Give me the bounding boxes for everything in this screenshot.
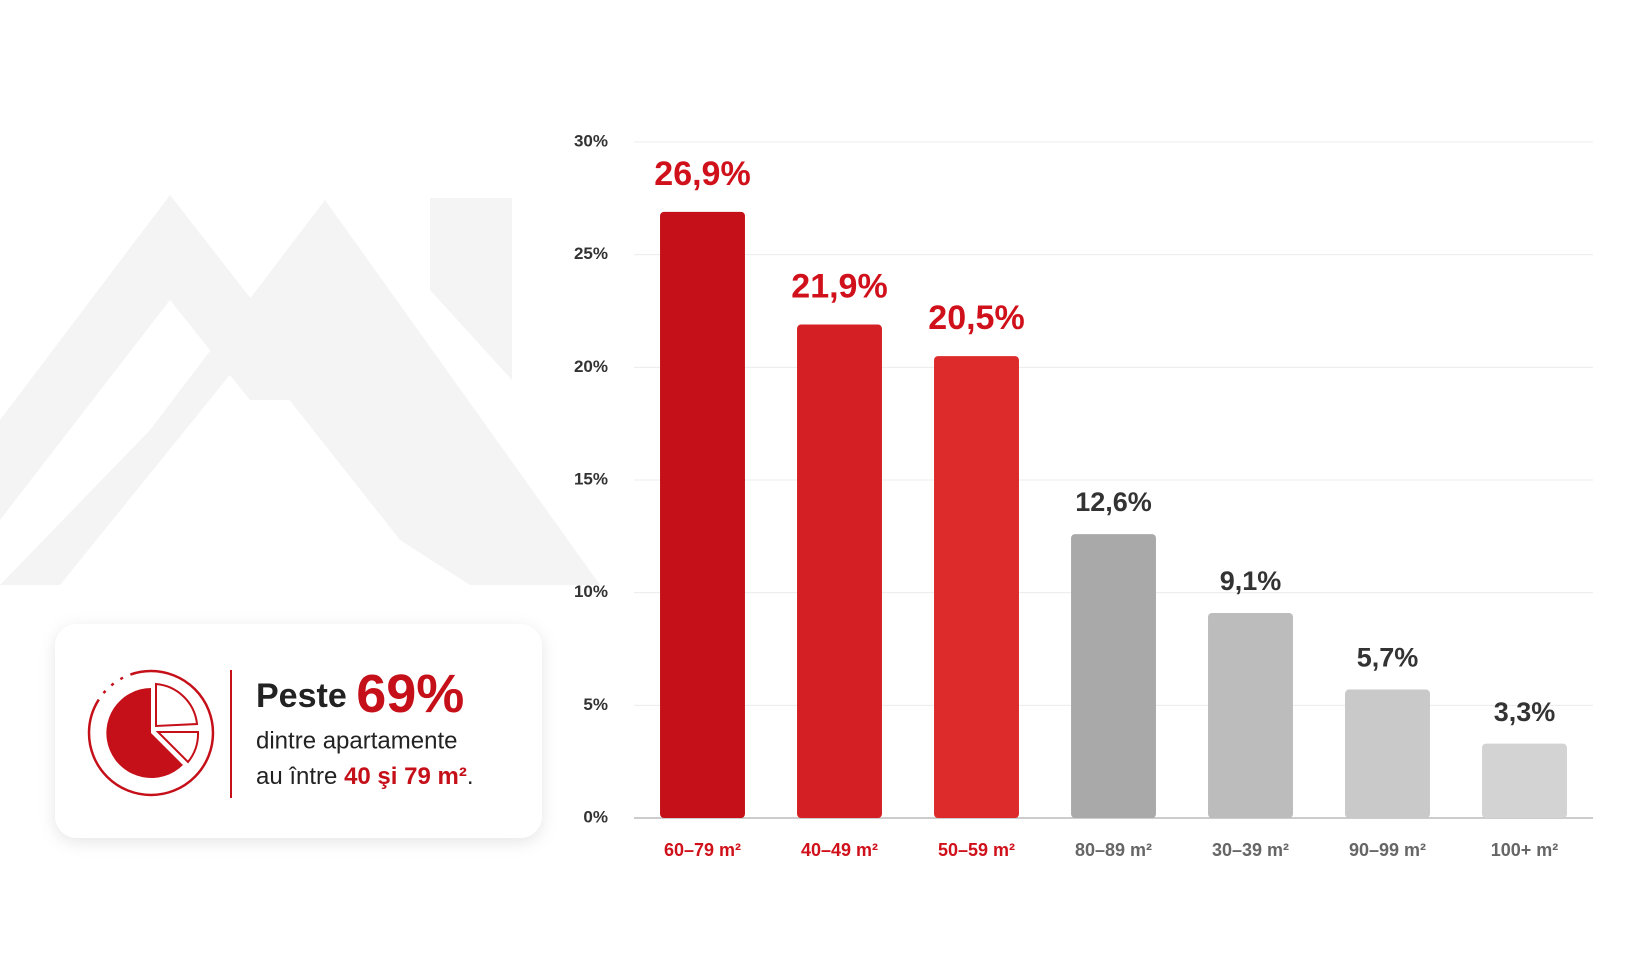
x-tick-label: 30–39 m² [1212, 840, 1289, 860]
x-tick-label: 50–59 m² [938, 840, 1015, 860]
x-tick-label: 60–79 m² [664, 840, 741, 860]
bar [1071, 534, 1156, 818]
callout-line3-prefix: au între [256, 763, 337, 790]
value-label: 26,9% [654, 155, 750, 193]
bar [1482, 743, 1567, 818]
y-tick-label: 15% [574, 469, 608, 488]
bar [934, 356, 1019, 818]
value-label: 5,7% [1357, 643, 1419, 673]
y-tick-label: 5% [583, 695, 608, 714]
value-label: 3,3% [1494, 697, 1556, 727]
y-tick-label: 20% [574, 357, 608, 376]
y-tick-label: 30% [574, 131, 608, 150]
y-tick-label: 10% [574, 582, 608, 601]
y-tick-label: 25% [574, 244, 608, 263]
bar [797, 324, 882, 818]
callout-line3-suffix: . [467, 763, 474, 790]
y-tick-label: 0% [583, 807, 608, 826]
bar [1345, 689, 1430, 818]
callout-line2: dintre apartamente [256, 727, 457, 754]
bar [1208, 612, 1293, 818]
value-label: 20,5% [928, 299, 1024, 337]
pie-icon [87, 669, 215, 797]
callout-line3-highlight: 40 şi 79 m² [344, 763, 467, 790]
x-tick-label: 90–99 m² [1349, 840, 1426, 860]
callout-line3: au între 40 şi 79 m². [256, 763, 473, 790]
value-label: 9,1% [1220, 566, 1282, 596]
bar [660, 211, 745, 818]
value-label: 12,6% [1075, 487, 1152, 517]
callout-highlight: 69% [356, 664, 464, 724]
watermark [0, 195, 600, 585]
callout-card: Peste 69% dintre apartamente au între 40… [55, 624, 542, 838]
value-label: 21,9% [791, 268, 887, 306]
callout-line1: Peste 69% [256, 664, 464, 724]
callout-prefix: Peste [256, 677, 347, 715]
x-tick-label: 80–89 m² [1075, 840, 1152, 860]
x-tick-label: 40–49 m² [801, 840, 878, 860]
x-tick-label: 100+ m² [1491, 840, 1559, 860]
